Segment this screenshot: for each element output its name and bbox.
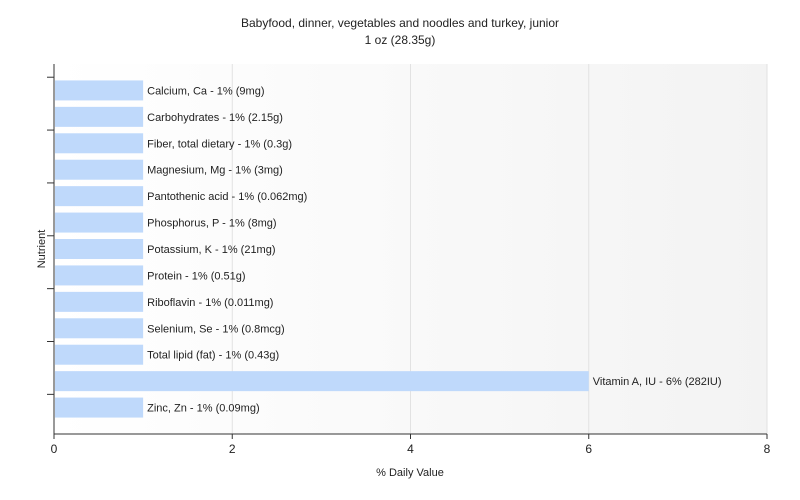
bar xyxy=(55,212,144,233)
x-tick-label: 2 xyxy=(229,442,236,456)
bar-label: Calcium, Ca - 1% (9mg) xyxy=(147,85,264,97)
bar xyxy=(55,265,144,286)
bar xyxy=(55,186,144,207)
bar xyxy=(55,106,144,127)
x-tick-label: 4 xyxy=(407,442,414,456)
bar-label: Vitamin A, IU - 6% (282IU) xyxy=(593,376,722,388)
bar-label: Protein - 1% (0.51g) xyxy=(147,270,245,282)
bar xyxy=(55,291,144,312)
bar xyxy=(55,397,144,418)
bar-label: Total lipid (fat) - 1% (0.43g) xyxy=(147,350,279,362)
ticks: 0 2 4 6 8 xyxy=(47,76,771,456)
bar-label: Fiber, total dietary - 1% (0.3g) xyxy=(147,138,292,150)
bar xyxy=(55,80,144,101)
chart-subtitle: 1 oz (28.35g) xyxy=(365,33,436,47)
chart-title: Babyfood, dinner, vegetables and noodles… xyxy=(241,16,559,30)
x-tick-label: 0 xyxy=(51,442,58,456)
bar xyxy=(55,344,144,365)
bar-label: Zinc, Zn - 1% (0.09mg) xyxy=(147,403,259,415)
x-axis-label: % Daily Value xyxy=(376,467,444,479)
x-tick-label: 8 xyxy=(764,442,771,456)
bar-label: Magnesium, Mg - 1% (3mg) xyxy=(147,165,283,177)
bar xyxy=(55,239,144,259)
x-tick-label: 6 xyxy=(585,442,592,456)
bars: Calcium, Ca - 1% (9mg) Carbohydrates - 1%… xyxy=(55,80,722,418)
bar xyxy=(55,318,144,339)
bar xyxy=(55,371,589,392)
bar-label: Potassium, K - 1% (21mg) xyxy=(147,244,275,256)
bar-label: Carbohydrates - 1% (2.15g) xyxy=(147,112,283,124)
bar-label: Selenium, Se - 1% (0.8mcg) xyxy=(147,323,285,335)
bar xyxy=(55,133,144,154)
y-axis-label: Nutrient xyxy=(36,230,48,269)
bar-label: Pantothenic acid - 1% (0.062mg) xyxy=(147,191,307,203)
bar xyxy=(55,159,144,180)
bar-label: Phosphorus, P - 1% (8mg) xyxy=(147,218,276,230)
bar-label: Riboflavin - 1% (0.011mg) xyxy=(147,297,273,309)
